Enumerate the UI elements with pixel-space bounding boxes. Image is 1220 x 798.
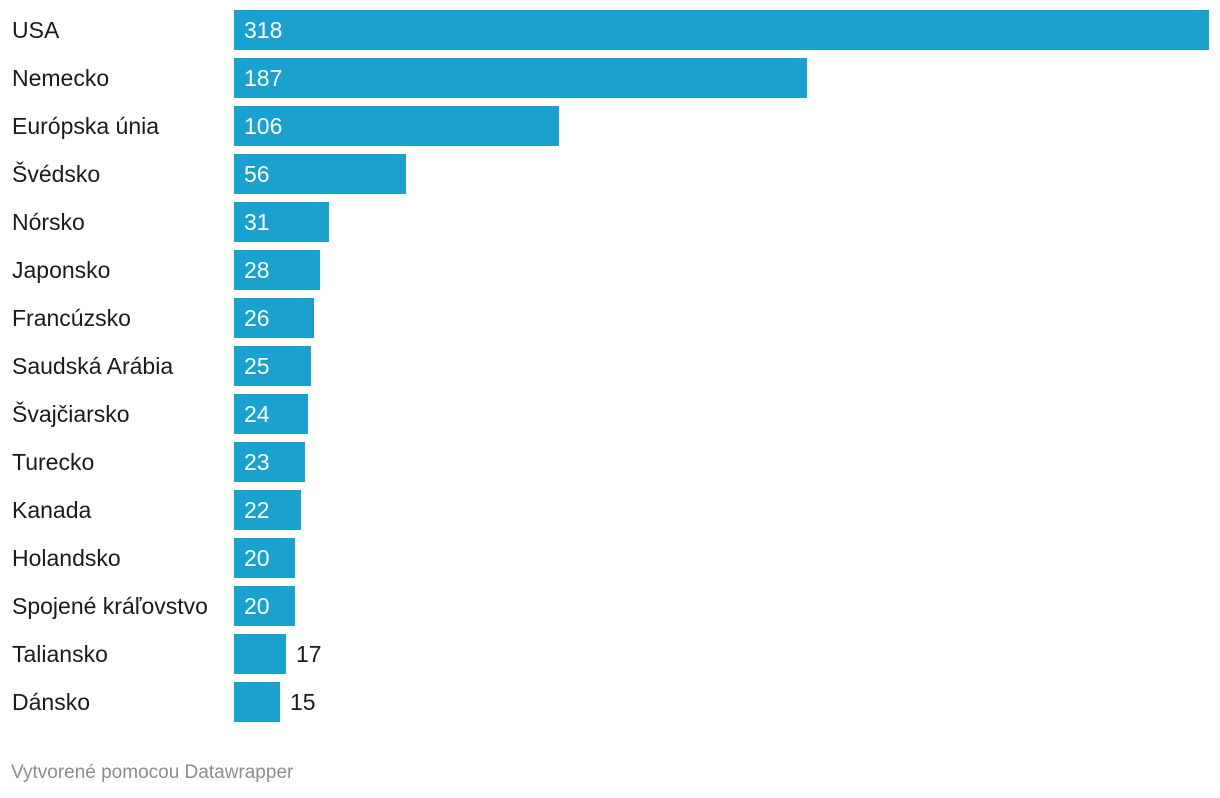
bar-row: Saudská Arábia 25 [0, 346, 1220, 386]
bar-row: Nemecko 187 [0, 58, 1220, 98]
category-label: Švédsko [12, 161, 101, 187]
bar-row: Francúzsko 26 [0, 298, 1220, 338]
value-label: 20 [244, 593, 270, 619]
bar-row: Švédsko 56 [0, 154, 1220, 194]
category-label: Dánsko [12, 689, 90, 715]
category-label: Európska únia [12, 113, 160, 139]
bar [234, 154, 406, 194]
bar-row: Taliansko 17 [0, 634, 1220, 674]
bar [234, 538, 295, 578]
value-label: 26 [244, 305, 270, 331]
bar-row: Európska únia 106 [0, 106, 1220, 146]
bar [234, 586, 295, 626]
bar-row: Švajčiarsko 24 [0, 394, 1220, 434]
value-label: 106 [244, 113, 283, 139]
category-label: Taliansko [12, 641, 108, 667]
bar-row: Kanada 22 [0, 490, 1220, 530]
bar [234, 634, 286, 674]
category-label: Spojené kráľovstvo [12, 593, 208, 619]
category-label: Kanada [12, 497, 92, 523]
value-label: 31 [244, 209, 270, 235]
value-label: 25 [244, 353, 270, 379]
value-label: 23 [244, 449, 270, 475]
category-label: Turecko [12, 449, 95, 475]
bar [234, 442, 305, 482]
category-label: Nórsko [12, 209, 85, 235]
value-label: 20 [244, 545, 270, 571]
category-label: Saudská Arábia [12, 353, 174, 379]
bar [234, 394, 308, 434]
bar-row: Spojené kráľovstvo 20 [0, 586, 1220, 626]
bar [234, 106, 559, 146]
bar-row: Turecko 23 [0, 442, 1220, 482]
value-label: 318 [244, 17, 283, 43]
bar-row: Japonsko 28 [0, 250, 1220, 290]
category-label: Francúzsko [12, 305, 131, 331]
bar-row: USA 318 [0, 10, 1220, 50]
value-label: 187 [244, 65, 283, 91]
value-label: 28 [244, 257, 270, 283]
value-label: 56 [244, 161, 270, 187]
value-label: 24 [244, 401, 270, 427]
bar-chart: USA 318 Nemecko 187 Európska únia 106 Švédsko 5… [0, 10, 1220, 722]
bar-row: Holandsko 20 [0, 538, 1220, 578]
bar [234, 682, 280, 722]
bar [234, 10, 1209, 50]
bar [234, 490, 301, 530]
bar [234, 346, 311, 386]
bar [234, 58, 807, 98]
category-label: Nemecko [12, 65, 110, 91]
chart-credit: Vytvorené pomocou Datawrapper [11, 762, 294, 783]
category-label: Holandsko [12, 545, 121, 571]
category-label: Japonsko [12, 257, 111, 283]
bar [234, 298, 314, 338]
category-label: USA [12, 17, 60, 43]
bar-row: Dánsko 15 [0, 682, 1220, 722]
category-label: Švajčiarsko [12, 401, 130, 427]
bar [234, 202, 329, 242]
bar [234, 250, 320, 290]
value-label: 15 [290, 689, 316, 715]
value-label: 22 [244, 497, 270, 523]
value-label: 17 [296, 641, 322, 667]
bar-row: Nórsko 31 [0, 202, 1220, 242]
